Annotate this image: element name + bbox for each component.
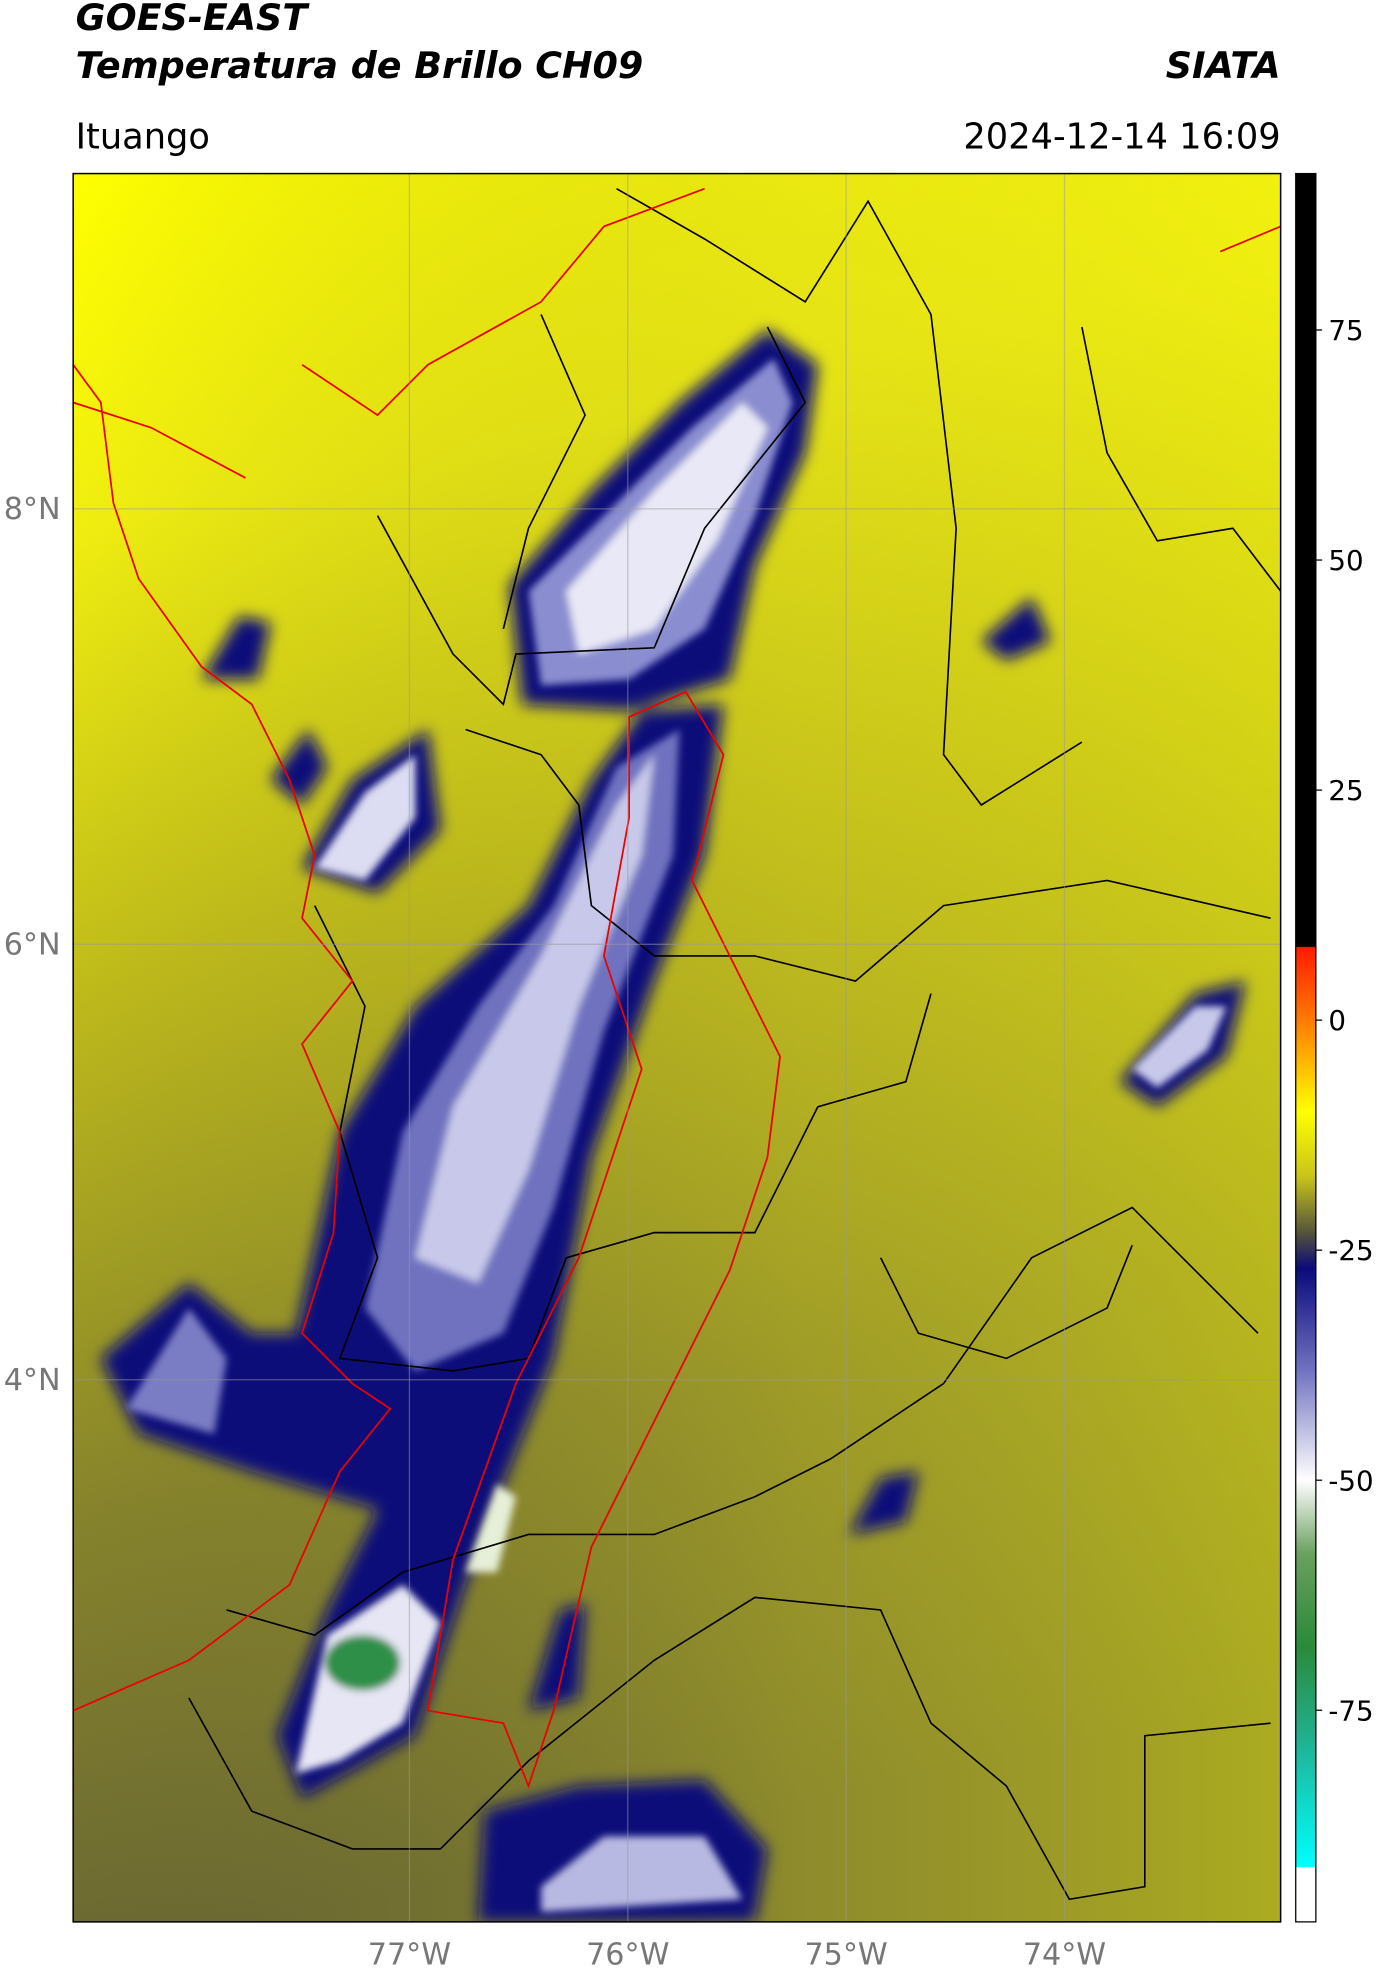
- title: GOES-EAST: [76, 0, 311, 39]
- y-tick-label: 8°N: [4, 492, 61, 527]
- cloud-tops: [126, 358, 1227, 1912]
- subtitle: Temperatura de Brillo CH09: [76, 44, 644, 87]
- location: Ituango: [76, 116, 210, 157]
- source: SIATA: [1166, 44, 1281, 87]
- x-tick-label: 76°W: [586, 1938, 669, 1973]
- colorbar-fill: [1295, 172, 1317, 1923]
- colorbar-tick-label: -50: [1328, 1464, 1373, 1497]
- axes: 77°W 76°W 75°W 74°W 4°N 6°N 8°N: [4, 492, 1106, 1973]
- colorbar-tick-label: 0: [1328, 1004, 1346, 1037]
- colorbar-tick-label: 50: [1328, 544, 1363, 577]
- grid: [73, 173, 1281, 1922]
- map-area: [73, 173, 1281, 1922]
- colorbar-tick-label: -25: [1328, 1234, 1373, 1267]
- x-tick-label: 75°W: [804, 1938, 887, 1973]
- colorbar: -75 -50 -25 0 25 50 75: [1295, 172, 1374, 1923]
- colorbar-tick-label: -75: [1328, 1694, 1373, 1727]
- y-tick-label: 6°N: [4, 927, 61, 962]
- map-frame: [72, 172, 1282, 1923]
- datetime: 2024-12-14 16:09: [963, 116, 1280, 157]
- colorbar-tick-label: 25: [1328, 774, 1363, 807]
- colorbar-tick-label: 75: [1328, 314, 1363, 347]
- x-tick-label: 74°W: [1023, 1938, 1106, 1973]
- x-tick-label: 77°W: [368, 1938, 451, 1973]
- coastline: [73, 187, 1281, 1789]
- y-tick-label: 4°N: [4, 1363, 61, 1398]
